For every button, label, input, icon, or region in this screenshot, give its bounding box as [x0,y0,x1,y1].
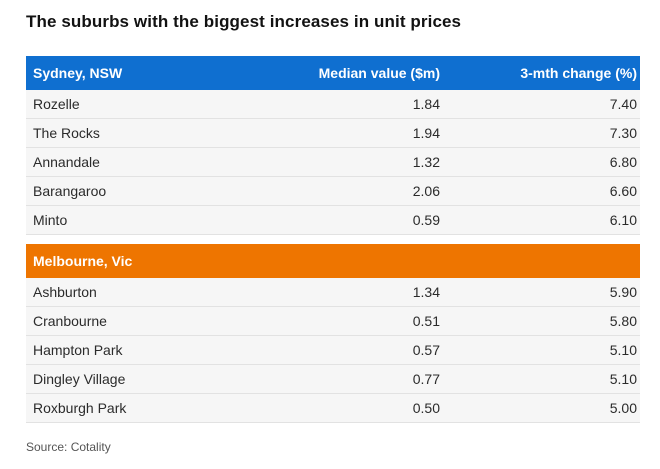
table-row: Hampton Park 0.57 5.10 [26,336,640,365]
suburb-cell: Cranbourne [33,313,107,329]
median-cell: 0.77 [412,371,440,387]
median-cell: 1.34 [412,284,440,300]
column-header-median: Median value ($m) [318,65,440,81]
table-row: Dingley Village 0.77 5.10 [26,365,640,394]
table-row: Roxburgh Park 0.50 5.00 [26,394,640,423]
suburb-cell: Ashburton [33,284,97,300]
table-row: Rozelle 1.84 7.40 [26,90,640,119]
table-row: Minto 0.59 6.10 [26,206,640,235]
suburb-cell: Minto [33,212,68,228]
median-cell: 0.59 [412,212,440,228]
change-cell: 5.80 [609,313,637,329]
suburb-cell: Dingley Village [33,371,126,387]
section-spacer [26,235,640,244]
table-row: The Rocks 1.94 7.30 [26,119,640,148]
median-cell: 2.06 [412,183,440,199]
median-cell: 0.50 [412,400,440,416]
section-name: Melbourne, Vic [33,253,133,269]
section-header-melbourne: Melbourne, Vic [26,244,640,278]
median-cell: 1.84 [412,96,440,112]
suburb-cell: The Rocks [33,125,100,141]
suburb-cell: Rozelle [33,96,80,112]
suburb-cell: Roxburgh Park [33,400,127,416]
change-cell: 5.00 [609,400,637,416]
section-header-sydney: Sydney, NSW Median value ($m) 3-mth chan… [26,56,640,90]
change-cell: 7.30 [609,125,637,141]
change-cell: 6.80 [609,154,637,170]
median-cell: 1.94 [412,125,440,141]
change-cell: 6.10 [609,212,637,228]
change-cell: 5.90 [609,284,637,300]
table-row: Barangaroo 2.06 6.60 [26,177,640,206]
change-cell: 5.10 [609,342,637,358]
suburb-cell: Barangaroo [33,183,107,199]
section-name: Sydney, NSW [33,65,123,81]
median-cell: 0.51 [412,313,440,329]
suburb-cell: Annandale [33,154,100,170]
median-cell: 0.57 [412,342,440,358]
chart-title: The suburbs with the biggest increases i… [26,12,462,31]
change-cell: 5.10 [609,371,637,387]
suburb-cell: Hampton Park [33,342,123,358]
change-cell: 6.60 [609,183,637,199]
table-row: Cranbourne 0.51 5.80 [26,307,640,336]
change-cell: 7.40 [609,96,637,112]
data-table: Sydney, NSW Median value ($m) 3-mth chan… [26,56,640,423]
source-note: Source: Cotality [26,440,111,454]
table-row: Annandale 1.32 6.80 [26,148,640,177]
median-cell: 1.32 [412,154,440,170]
table-row: Ashburton 1.34 5.90 [26,278,640,307]
column-header-change: 3-mth change (%) [520,65,637,81]
